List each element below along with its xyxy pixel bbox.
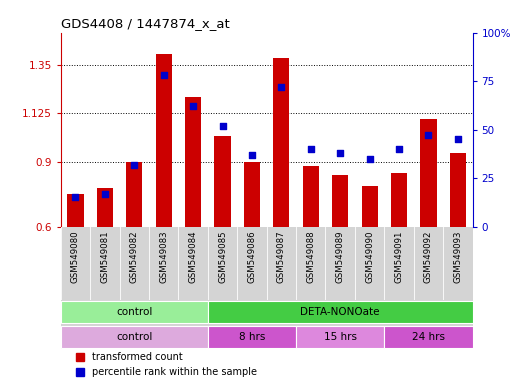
Bar	[296, 326, 384, 348]
Point	[101, 190, 109, 197]
Bar	[208, 326, 296, 348]
Bar	[303, 166, 319, 227]
Bar	[332, 175, 348, 227]
Point	[218, 122, 227, 129]
Bar	[97, 188, 113, 227]
Text: GSM549092: GSM549092	[424, 230, 433, 283]
Text: GSM549085: GSM549085	[218, 230, 227, 283]
Bar	[214, 136, 231, 227]
Text: GSM549084: GSM549084	[188, 230, 197, 283]
Text: GSM549091: GSM549091	[394, 230, 403, 283]
Bar	[420, 119, 437, 227]
Text: DETA-NONOate: DETA-NONOate	[300, 307, 380, 317]
Text: 15 hrs: 15 hrs	[324, 332, 357, 342]
Text: GSM549088: GSM549088	[306, 230, 315, 283]
Text: GSM549080: GSM549080	[71, 230, 80, 283]
Text: GSM549090: GSM549090	[365, 230, 374, 283]
Text: 8 hrs: 8 hrs	[239, 332, 265, 342]
Point	[454, 136, 462, 142]
Bar	[61, 326, 208, 348]
Bar	[126, 162, 143, 227]
Bar	[61, 301, 208, 323]
Point	[277, 84, 286, 90]
Bar	[68, 194, 83, 227]
Bar	[156, 54, 172, 227]
Bar	[391, 173, 407, 227]
Bar	[274, 58, 289, 227]
Bar	[208, 301, 473, 323]
Point	[336, 150, 344, 156]
Text: GSM549082: GSM549082	[130, 230, 139, 283]
Text: GSM549089: GSM549089	[336, 230, 345, 283]
Text: GSM549086: GSM549086	[248, 230, 257, 283]
Point	[189, 103, 197, 109]
Text: control: control	[116, 332, 153, 342]
Text: GSM549087: GSM549087	[277, 230, 286, 283]
Point	[307, 146, 315, 152]
Bar	[384, 326, 473, 348]
Text: control: control	[116, 307, 153, 317]
Text: GDS4408 / 1447874_x_at: GDS4408 / 1447874_x_at	[61, 17, 230, 30]
Text: GSM549081: GSM549081	[100, 230, 109, 283]
Legend: transformed count, percentile rank within the sample: transformed count, percentile rank withi…	[76, 353, 257, 377]
Point	[424, 132, 432, 139]
Text: GSM549093: GSM549093	[454, 230, 463, 283]
Point	[365, 156, 374, 162]
Point	[159, 72, 168, 78]
Bar	[244, 162, 260, 227]
Text: GSM549083: GSM549083	[159, 230, 168, 283]
Point	[71, 194, 80, 200]
Bar	[450, 153, 466, 227]
Point	[130, 161, 138, 167]
Point	[395, 146, 403, 152]
Point	[248, 152, 256, 158]
Text: 24 hrs: 24 hrs	[412, 332, 445, 342]
Bar	[362, 185, 378, 227]
Bar	[185, 97, 201, 227]
